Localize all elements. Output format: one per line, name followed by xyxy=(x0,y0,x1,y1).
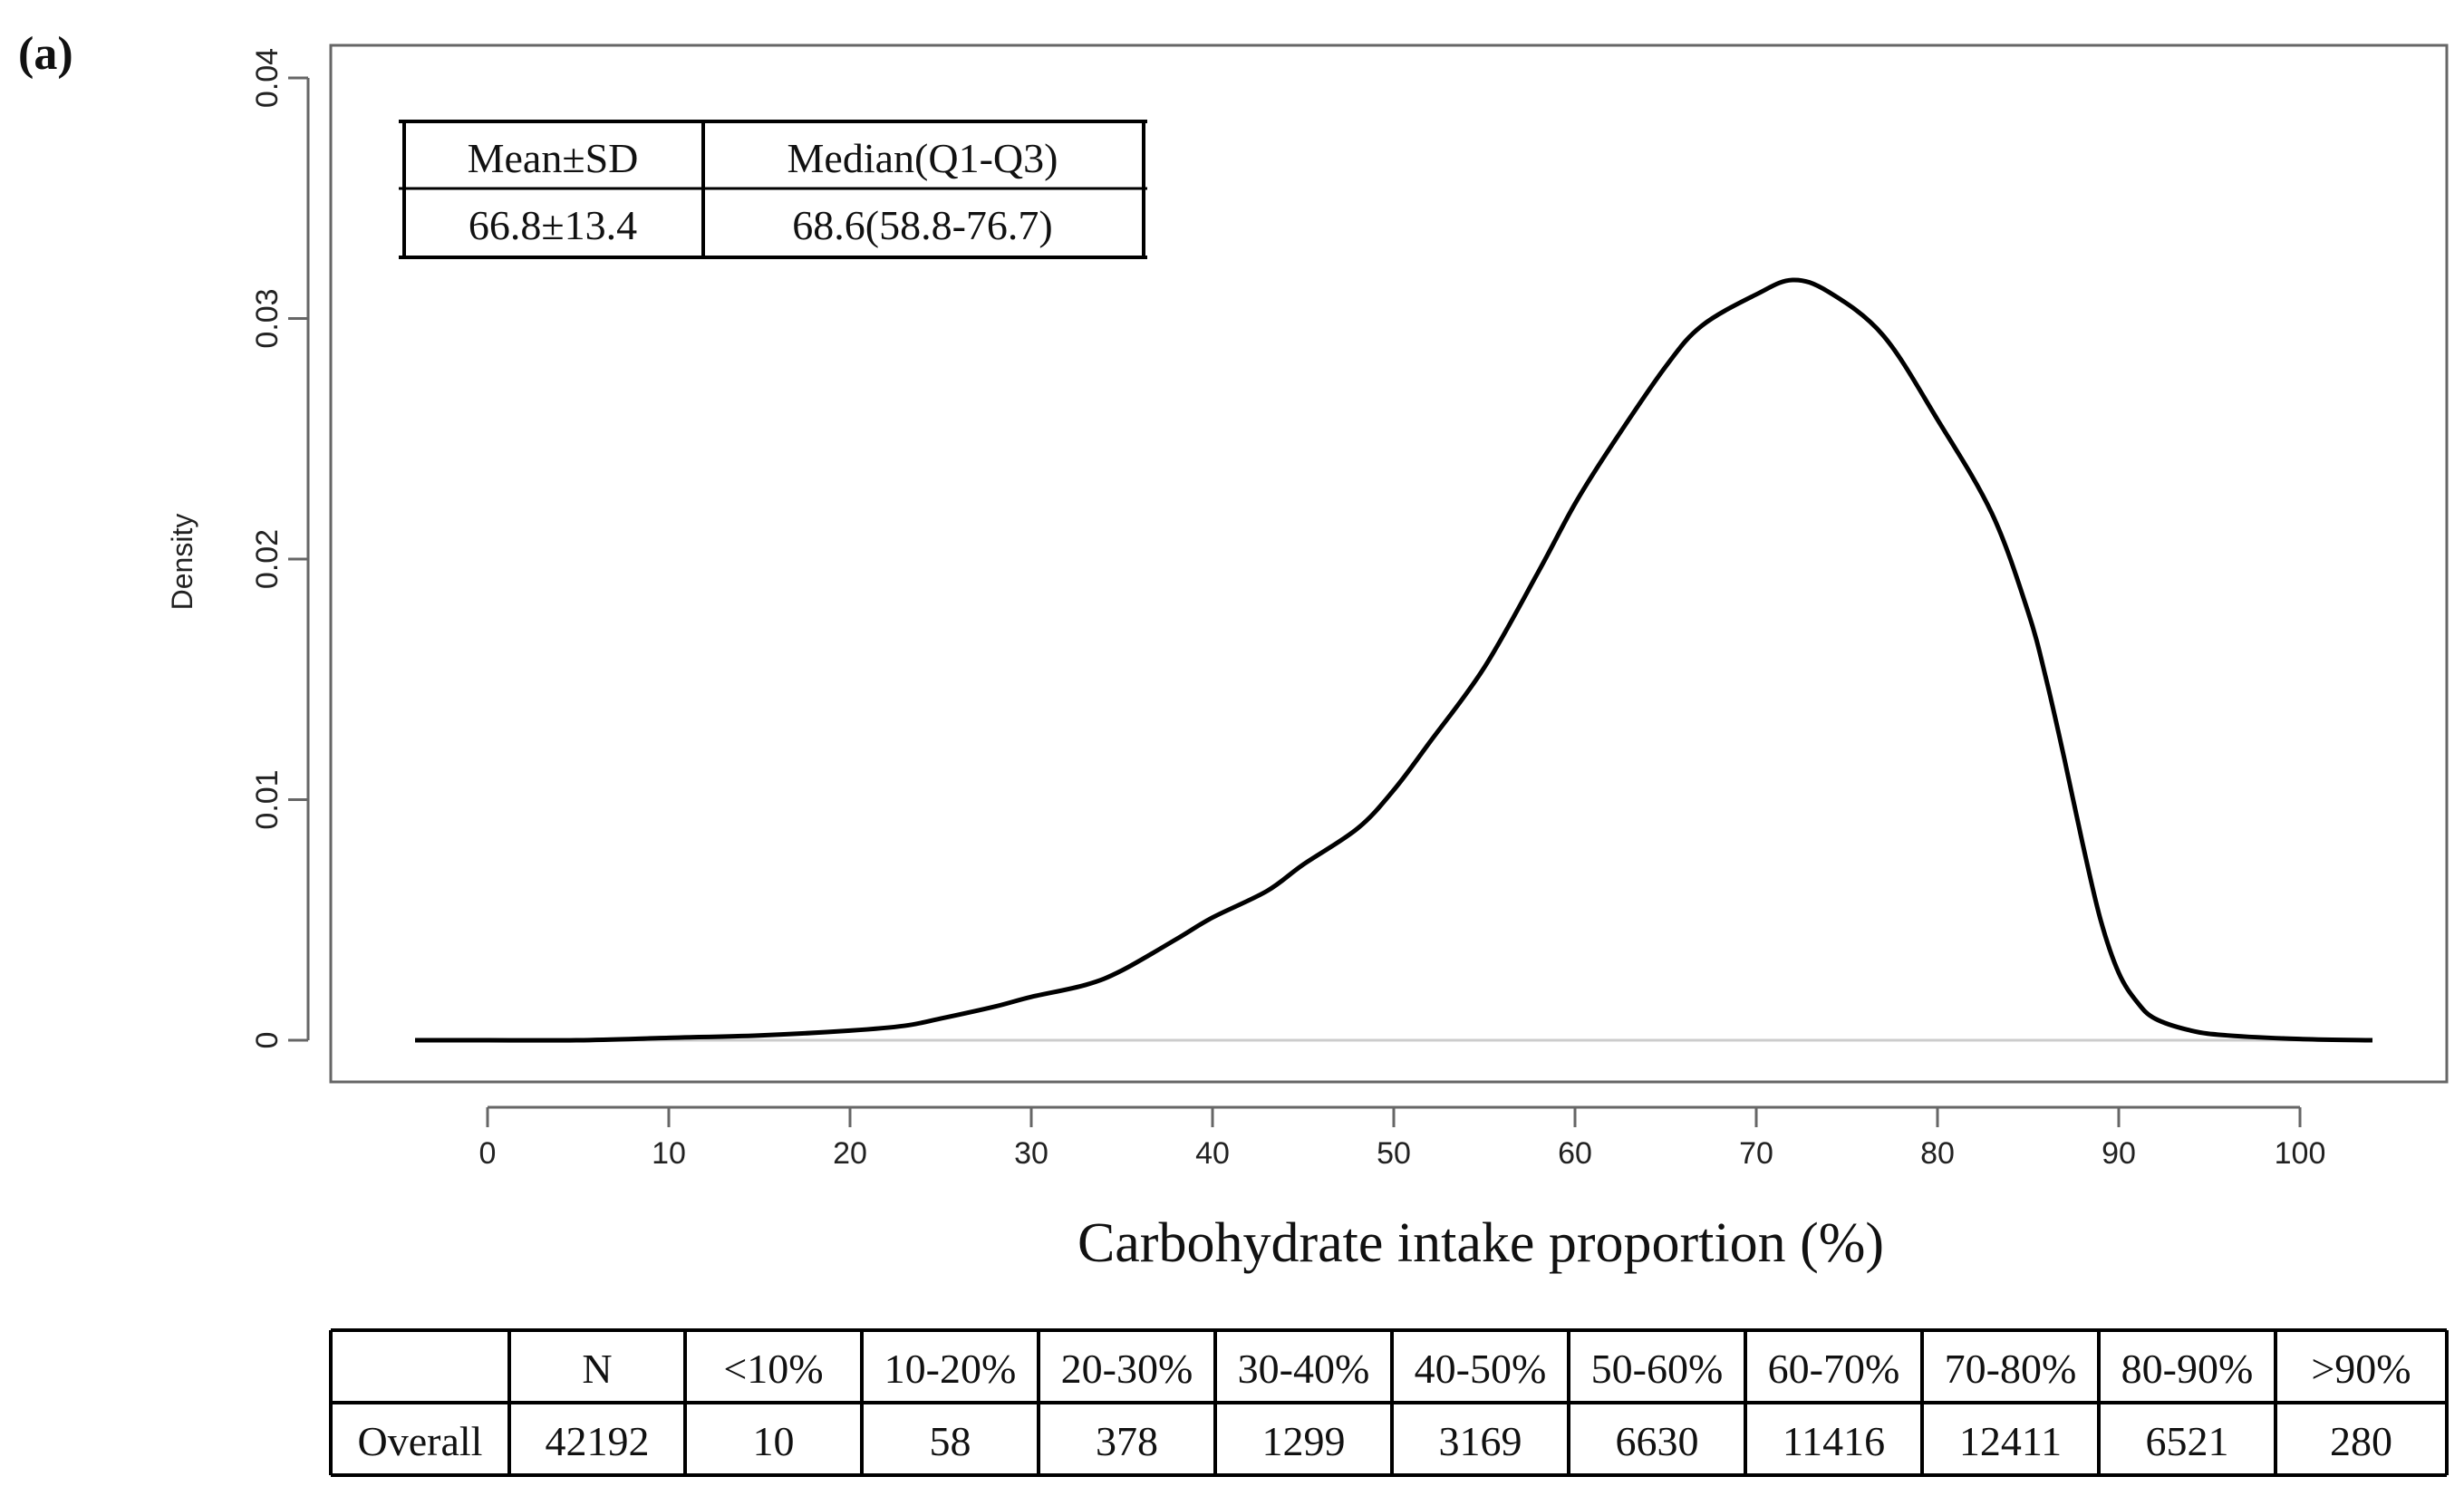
x-tick-label: 50 xyxy=(1377,1136,1411,1171)
table-header-cell: 70-80% xyxy=(1945,1346,2077,1392)
table-cell: 280 xyxy=(2330,1418,2392,1464)
y-tick-label: 0 xyxy=(250,1032,285,1049)
x-tick-label: 30 xyxy=(1014,1136,1048,1171)
y-tick-label: 0.02 xyxy=(250,529,285,589)
x-tick-label: 20 xyxy=(833,1136,867,1171)
table-header-cell: 20-30% xyxy=(1061,1346,1193,1392)
table-cell: 1299 xyxy=(1262,1418,1346,1464)
y-tick-label: 0.04 xyxy=(250,48,285,108)
y-axis-label: Density xyxy=(166,514,198,611)
table-header-cell: 80-90% xyxy=(2121,1346,2254,1392)
table-cell: 6521 xyxy=(2146,1418,2229,1464)
y-tick-label: 0.03 xyxy=(250,288,285,348)
table-cell: 11416 xyxy=(1783,1418,1885,1464)
x-tick-label: 40 xyxy=(1195,1136,1230,1171)
x-axis-label: Carbohydrate intake proportion (%) xyxy=(1077,1212,1884,1274)
summary-header-median-iqr: Median(Q1-Q3) xyxy=(788,135,1058,181)
table-header-cell: 50-60% xyxy=(1591,1346,1724,1392)
x-axis: 0 10 20 30 40 50 60 70 80 90 100 xyxy=(479,1105,2326,1171)
x-tick-label: 10 xyxy=(652,1136,686,1171)
table-header-cell: 10-20% xyxy=(884,1346,1017,1392)
table-cell: 12411 xyxy=(1959,1418,2062,1464)
x-tick-label: 0 xyxy=(479,1136,497,1171)
summary-value-mean-sd: 66.8±13.4 xyxy=(469,202,637,248)
table-header-cell: <10% xyxy=(723,1346,823,1392)
y-tick-label: 0.01 xyxy=(250,769,285,829)
y-axis: 0 0.01 0.02 0.03 0.04 xyxy=(250,48,310,1049)
table-header-cell: N xyxy=(582,1346,612,1392)
summary-header-mean-sd: Mean±SD xyxy=(468,135,639,181)
density-curve xyxy=(415,277,2373,1043)
summary-value-median-iqr: 68.6(58.8-76.7) xyxy=(792,202,1052,248)
table-header-cell: 40-50% xyxy=(1415,1346,1547,1392)
panel-label: (a) xyxy=(18,28,73,80)
x-tick-label: 90 xyxy=(2102,1136,2136,1171)
x-tick-label: 80 xyxy=(1920,1136,1955,1171)
x-tick-label: 60 xyxy=(1558,1136,1592,1171)
x-tick-label: 100 xyxy=(2275,1136,2326,1171)
summary-stats-table: Mean±SD Median(Q1-Q3) 66.8±13.4 68.6(58.… xyxy=(399,120,1147,259)
table-cell: 42192 xyxy=(546,1418,650,1464)
table-cell: 378 xyxy=(1096,1418,1158,1464)
x-tick-label: 70 xyxy=(1739,1136,1773,1171)
table-cell: 10 xyxy=(753,1418,795,1464)
table-cell: 6630 xyxy=(1616,1418,1699,1464)
table-header-cell: 60-70% xyxy=(1768,1346,1900,1392)
table-header-cell: >90% xyxy=(2311,1346,2411,1392)
distribution-table: N <10% 10-20% 20-30% 30-40% 40-50% 50-60% 60-70… xyxy=(329,1328,2449,1477)
plot-frame xyxy=(329,43,2449,1084)
table-cell: 3169 xyxy=(1439,1418,1522,1464)
table-row-label: Overall xyxy=(358,1418,483,1464)
table-cell: 58 xyxy=(930,1418,971,1464)
table-header-cell: 30-40% xyxy=(1238,1346,1370,1392)
